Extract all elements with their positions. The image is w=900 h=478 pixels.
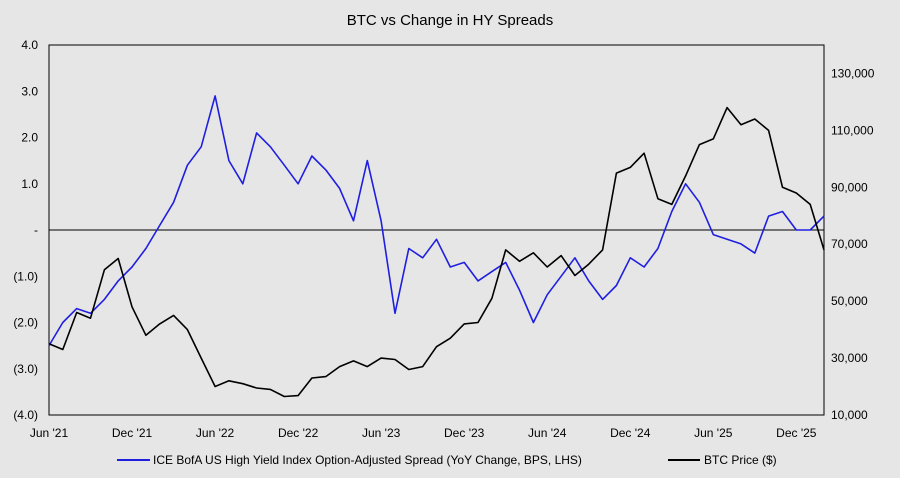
- x-tick-label: Dec '24: [610, 426, 651, 440]
- left-tick-label: 3.0: [21, 84, 38, 98]
- right-tick-label: 30,000: [831, 351, 868, 365]
- x-tick-label: Dec '25: [776, 426, 817, 440]
- left-tick-label: (3.0): [13, 362, 38, 376]
- x-tick-label: Jun '23: [362, 426, 401, 440]
- legend-hy-label: ICE BofA US High Yield Index Option-Adju…: [153, 453, 582, 467]
- right-tick-label: 90,000: [831, 180, 868, 194]
- x-tick-label: Jun '22: [196, 426, 235, 440]
- chart-title: BTC vs Change in HY Spreads: [347, 12, 554, 29]
- right-axis-ticks: 130,000 110,000 90,000 70,000 50,000 30,000 10…: [831, 66, 875, 422]
- left-tick-label: 4.0: [21, 38, 38, 52]
- x-tick-label: Jun '21: [30, 426, 69, 440]
- x-tick-label: Dec '23: [444, 426, 485, 440]
- right-tick-label: 70,000: [831, 237, 868, 251]
- left-tick-label: -: [34, 223, 38, 237]
- btc-price-line: [48, 106, 825, 398]
- left-tick-label: (2.0): [13, 316, 38, 330]
- right-tick-label: 50,000: [831, 294, 868, 308]
- left-tick-label: (1.0): [13, 269, 38, 283]
- series-layer: [48, 95, 825, 398]
- hy-spread-line: [48, 95, 825, 347]
- x-tick-label: Jun '25: [694, 426, 733, 440]
- x-tick-label: Dec '22: [278, 426, 319, 440]
- legend: ICE BofA US High Yield Index Option-Adju…: [117, 453, 777, 467]
- legend-btc-label: BTC Price ($): [704, 453, 777, 467]
- left-tick-label: 1.0: [21, 177, 38, 191]
- x-tick-label: Jun '24: [528, 426, 567, 440]
- x-axis-ticks: Jun '21 Dec '21 Jun '22 Dec '22 Jun '23 Dec '…: [30, 426, 817, 440]
- left-axis-ticks: 4.0 3.0 2.0 1.0 - (1.0) (2.0) (3.0) (4.0): [13, 38, 38, 422]
- left-tick-label: (4.0): [13, 408, 38, 422]
- right-tick-label: 10,000: [831, 408, 868, 422]
- right-tick-label: 130,000: [831, 66, 875, 80]
- x-tick-label: Dec '21: [112, 426, 153, 440]
- left-tick-label: 2.0: [21, 131, 38, 145]
- right-tick-label: 110,000: [831, 123, 874, 137]
